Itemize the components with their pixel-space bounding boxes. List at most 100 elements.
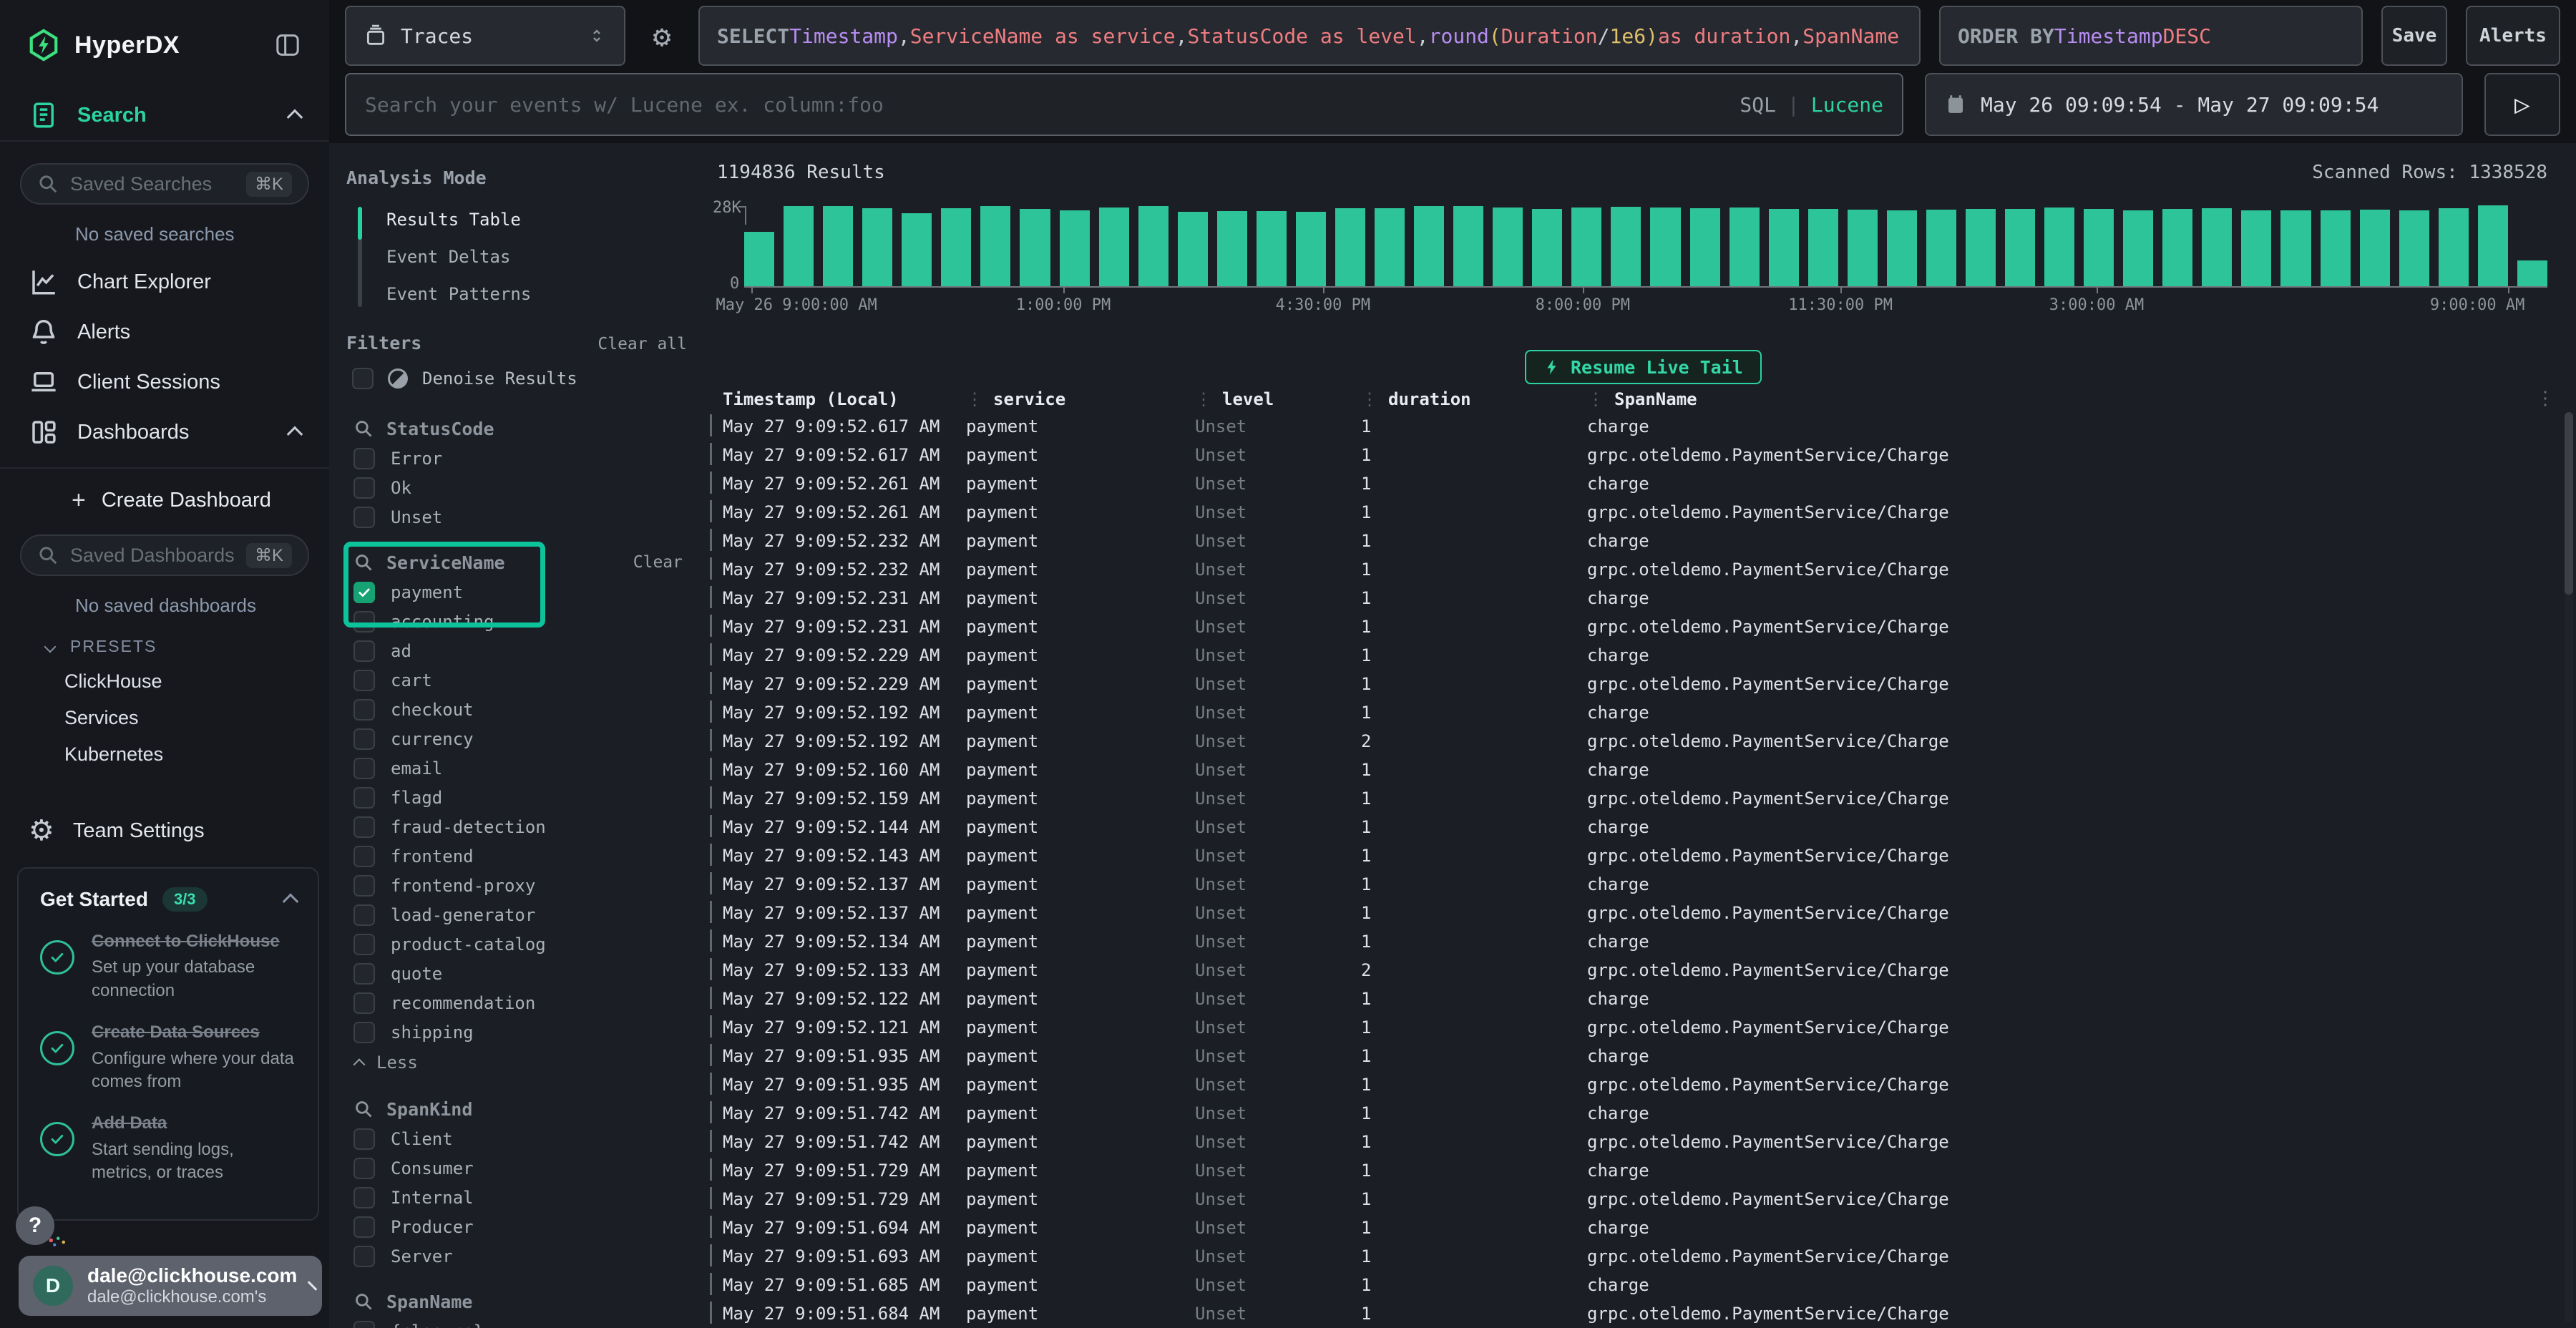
table-row[interactable]: May 27 9:09:52.144 AM payment Unset 1 charge: [701, 813, 2576, 841]
expand-row-chevron-icon[interactable]: [710, 872, 712, 894]
sidebar-item-chart-explorer[interactable]: Chart Explorer: [0, 257, 329, 307]
filter-option-recommendation[interactable]: recommendation: [346, 988, 687, 1017]
user-menu[interactable]: D dale@clickhouse.com dale@clickhouse.co…: [19, 1256, 322, 1316]
expand-row-chevron-icon[interactable]: [710, 1101, 712, 1123]
get-started-header[interactable]: Get Started 3/3: [40, 887, 299, 912]
saved-dashboards-input[interactable]: Saved Dashboards ⌘K: [20, 534, 309, 576]
filter-group-header[interactable]: StatusCode: [346, 414, 687, 444]
column-drag-handle-icon[interactable]: ⋮: [966, 389, 983, 409]
expand-row-chevron-icon[interactable]: [710, 615, 712, 637]
table-row[interactable]: May 27 9:09:51.742 AM payment Unset 1 charge: [701, 1099, 2576, 1128]
table-row[interactable]: May 27 9:09:52.229 AM payment Unset 1 charge: [701, 641, 2576, 670]
filter-option-Internal[interactable]: Internal: [346, 1183, 687, 1212]
alerts-button[interactable]: Alerts: [2466, 6, 2560, 66]
filter-group-header[interactable]: SpanName: [346, 1286, 687, 1317]
sidebar-item-search[interactable]: Search: [0, 90, 329, 140]
table-row[interactable]: May 27 9:09:52.143 AM payment Unset 1 grpc.o…: [701, 841, 2576, 870]
filter-option-frontend-proxy[interactable]: frontend-proxy: [346, 871, 687, 900]
checkbox[interactable]: [353, 904, 375, 926]
preset-services[interactable]: Services: [64, 707, 139, 728]
column-header-spanname[interactable]: ⋮ SpanName: [1587, 389, 2576, 409]
clear-filter-link[interactable]: Clear: [633, 553, 683, 572]
expand-row-chevron-icon[interactable]: [710, 844, 712, 866]
filter-option-payment[interactable]: payment: [346, 577, 687, 607]
filter-option-Ok[interactable]: Ok: [346, 473, 687, 502]
sidebar-item-alerts[interactable]: Alerts: [0, 307, 329, 357]
filter-option-product-catalog[interactable]: product-catalog: [346, 929, 687, 959]
column-header-service[interactable]: ⋮ service: [966, 389, 1195, 409]
checkbox[interactable]: [353, 728, 375, 750]
analysis-mode-event-deltas[interactable]: Event Deltas: [386, 247, 511, 267]
get-started-step[interactable]: Add Data Start sending logs, metrics, or …: [40, 1112, 296, 1184]
expand-row-chevron-icon[interactable]: [710, 958, 712, 980]
presets-toggle[interactable]: PRESETS: [0, 617, 329, 656]
filter-option-Unset[interactable]: Unset: [346, 502, 687, 532]
checkbox[interactable]: [353, 610, 375, 633]
expand-row-chevron-icon[interactable]: [710, 929, 712, 952]
run-query-button[interactable]: ▷: [2484, 73, 2560, 136]
table-row[interactable]: May 27 9:09:51.685 AM payment Unset 1 charge: [701, 1271, 2576, 1299]
expand-row-chevron-icon[interactable]: [710, 700, 712, 723]
table-row[interactable]: May 27 9:09:52.231 AM payment Unset 1 charge: [701, 584, 2576, 612]
expand-row-chevron-icon[interactable]: [710, 443, 712, 465]
checkbox[interactable]: [353, 757, 375, 779]
checkbox[interactable]: [353, 669, 375, 691]
sql-select-editor[interactable]: SELECT Timestamp, ServiceName as service…: [698, 6, 1921, 66]
date-range-picker[interactable]: May 26 09:09:54 - May 27 09:09:54: [1925, 73, 2463, 136]
table-row[interactable]: May 27 9:09:51.694 AM payment Unset 1 charge: [701, 1214, 2576, 1242]
checkbox[interactable]: [353, 845, 375, 867]
checkbox[interactable]: [353, 786, 375, 809]
expand-row-chevron-icon[interactable]: [710, 987, 712, 1009]
language-lucene[interactable]: Lucene: [1810, 92, 1883, 117]
checkbox[interactable]: [353, 962, 375, 985]
filter-option-{closure}[interactable]: {closure}: [346, 1317, 687, 1328]
checkbox[interactable]: [353, 933, 375, 955]
expand-row-chevron-icon[interactable]: [710, 1073, 712, 1095]
expand-row-chevron-icon[interactable]: [710, 1158, 712, 1181]
analysis-mode-event-patterns[interactable]: Event Patterns: [386, 284, 532, 304]
checkbox[interactable]: [353, 1128, 375, 1150]
create-dashboard-button[interactable]: + Create Dashboard: [0, 477, 329, 523]
source-settings-gear-icon[interactable]: ⚙: [644, 6, 680, 66]
column-drag-handle-icon[interactable]: ⋮: [1361, 389, 1378, 409]
checkbox[interactable]: [353, 1320, 375, 1328]
denoise-results-toggle[interactable]: Denoise Results: [346, 359, 687, 398]
table-row[interactable]: May 27 9:09:51.742 AM payment Unset 1 grpc.o…: [701, 1128, 2576, 1156]
help-button[interactable]: ?: [16, 1206, 54, 1245]
column-header-level[interactable]: ⋮ level: [1195, 389, 1361, 409]
checkbox[interactable]: [353, 874, 375, 897]
checkbox[interactable]: [353, 640, 375, 662]
filter-option-email[interactable]: email: [346, 753, 687, 783]
filter-group-header[interactable]: ServiceName: [346, 547, 687, 577]
table-row[interactable]: May 27 9:09:51.729 AM payment Unset 1 charge: [701, 1156, 2576, 1185]
filter-option-frontend[interactable]: frontend: [346, 841, 687, 871]
table-row[interactable]: May 27 9:09:52.137 AM payment Unset 1 charge: [701, 870, 2576, 899]
checkbox[interactable]: [353, 1245, 375, 1267]
preset-clickhouse[interactable]: ClickHouse: [64, 670, 162, 692]
table-row[interactable]: May 27 9:09:52.232 AM payment Unset 1 grpc.o…: [701, 555, 2576, 584]
table-row[interactable]: May 27 9:09:52.232 AM payment Unset 1 charge: [701, 527, 2576, 555]
expand-row-chevron-icon[interactable]: [710, 1044, 712, 1066]
sidebar-item-dashboards[interactable]: Dashboards: [0, 407, 329, 457]
sidebar-item-team-settings[interactable]: ⚙ Team Settings: [0, 806, 329, 856]
source-select[interactable]: Traces: [345, 6, 625, 66]
filter-option-accounting[interactable]: accounting: [346, 607, 687, 636]
table-row[interactable]: May 27 9:09:52.121 AM payment Unset 1 grpc.o…: [701, 1013, 2576, 1042]
table-row[interactable]: May 27 9:09:52.137 AM payment Unset 1 grpc.o…: [701, 899, 2576, 927]
column-header-timestamp-local-[interactable]: Timestamp (Local): [723, 389, 966, 409]
expand-row-chevron-icon[interactable]: [710, 557, 712, 580]
scrollbar-thumb[interactable]: [2565, 412, 2573, 595]
filter-option-fraud-detection[interactable]: fraud-detection: [346, 812, 687, 841]
table-row[interactable]: May 27 9:09:52.229 AM payment Unset 1 grpc.o…: [701, 670, 2576, 698]
expand-row-chevron-icon[interactable]: [710, 586, 712, 608]
checkbox[interactable]: [353, 1216, 375, 1238]
checkbox[interactable]: [353, 816, 375, 838]
filter-option-checkout[interactable]: checkout: [346, 695, 687, 724]
table-row[interactable]: May 27 9:09:52.231 AM payment Unset 1 grpc.o…: [701, 612, 2576, 641]
expand-row-chevron-icon[interactable]: [710, 1302, 712, 1324]
filter-option-load-generator[interactable]: load-generator: [346, 900, 687, 929]
get-started-step[interactable]: Create Data Sources Configure where your …: [40, 1021, 296, 1093]
table-row[interactable]: May 27 9:09:52.261 AM payment Unset 1 charge: [701, 469, 2576, 498]
denoise-checkbox[interactable]: [352, 368, 374, 389]
checkbox[interactable]: [353, 477, 375, 499]
